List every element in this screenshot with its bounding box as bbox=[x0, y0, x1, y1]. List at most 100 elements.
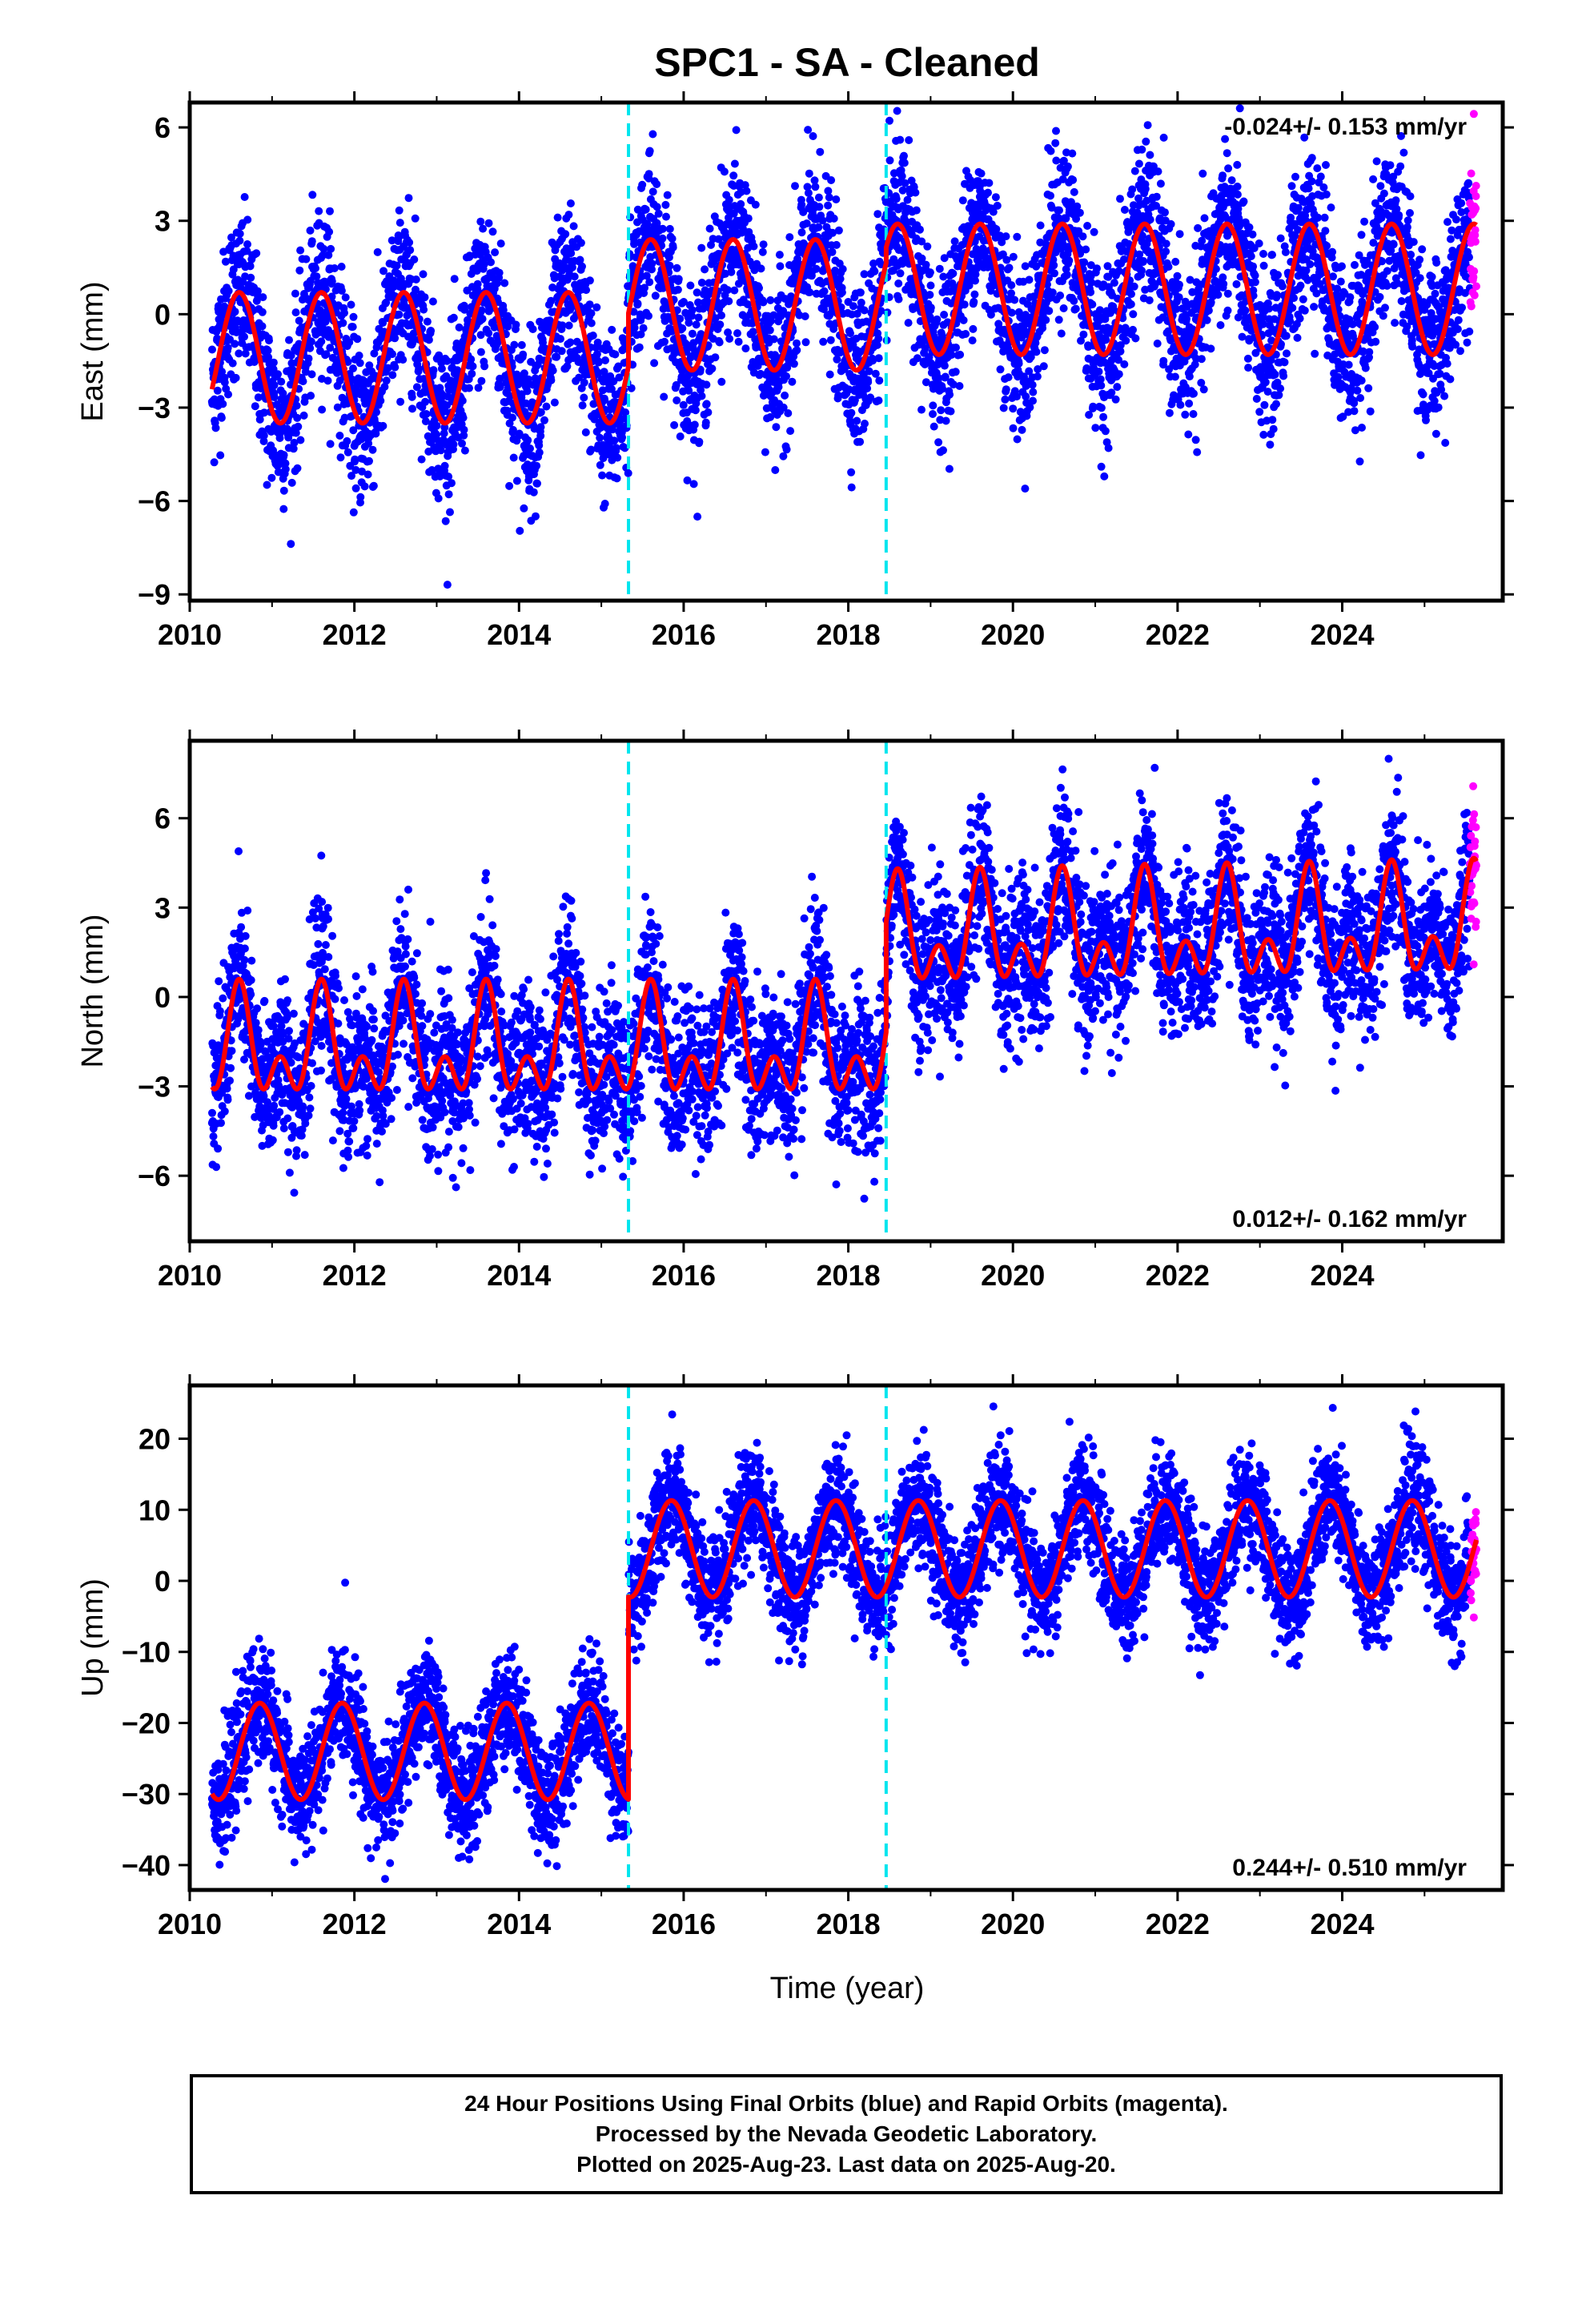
final-orbit-point bbox=[732, 126, 741, 135]
final-orbit-point bbox=[287, 352, 295, 360]
final-orbit-point bbox=[524, 375, 532, 384]
final-orbit-point bbox=[648, 265, 656, 274]
final-orbit-point bbox=[281, 459, 290, 468]
final-orbit-point bbox=[1233, 190, 1242, 199]
final-orbit-point bbox=[815, 203, 824, 211]
final-orbit-point bbox=[1114, 370, 1123, 379]
final-orbit-point bbox=[600, 396, 609, 404]
final-orbit-point bbox=[1164, 263, 1173, 271]
final-orbit-point bbox=[287, 478, 296, 487]
final-orbit-point bbox=[968, 336, 977, 345]
final-orbit-point bbox=[1238, 332, 1247, 341]
final-orbit-point bbox=[440, 461, 449, 470]
final-orbit-point bbox=[1223, 306, 1232, 315]
final-orbit-point bbox=[224, 287, 233, 296]
final-orbit-point bbox=[1116, 195, 1124, 203]
final-orbit-point bbox=[741, 344, 750, 353]
final-orbit-point bbox=[351, 484, 360, 493]
final-orbit-point bbox=[569, 222, 578, 231]
final-orbit-point bbox=[1190, 389, 1198, 398]
final-orbit-point bbox=[360, 482, 369, 491]
final-orbit-point bbox=[258, 308, 267, 316]
final-orbit-point bbox=[1327, 203, 1335, 212]
final-orbit-point bbox=[801, 312, 809, 320]
final-orbit-point bbox=[797, 200, 806, 209]
final-orbit-point bbox=[958, 196, 967, 205]
final-orbit-point bbox=[1052, 156, 1061, 165]
final-orbit-point bbox=[1307, 177, 1316, 186]
final-orbit-point bbox=[415, 364, 424, 373]
chart-title: SPC1 - SA - Cleaned bbox=[654, 40, 1040, 85]
final-orbit-point bbox=[291, 289, 299, 298]
final-orbit-point bbox=[337, 263, 346, 271]
final-orbit-point bbox=[949, 269, 958, 278]
final-orbit-point bbox=[274, 370, 282, 379]
final-orbit-point bbox=[697, 392, 706, 400]
final-orbit-point bbox=[394, 233, 403, 242]
final-orbit-point bbox=[633, 300, 642, 308]
final-orbit-point bbox=[1052, 127, 1060, 135]
final-orbit-point bbox=[434, 494, 443, 503]
final-orbit-point bbox=[1100, 472, 1109, 480]
final-orbit-point bbox=[275, 434, 284, 442]
final-orbit-point bbox=[1055, 206, 1063, 215]
final-orbit-point bbox=[291, 308, 300, 317]
final-orbit-point bbox=[929, 410, 937, 418]
final-orbit-point bbox=[969, 324, 978, 333]
final-orbit-point bbox=[608, 325, 616, 334]
final-orbit-point bbox=[333, 368, 341, 377]
final-orbit-point bbox=[860, 306, 869, 315]
final-orbit-point bbox=[782, 372, 790, 380]
final-orbit-point bbox=[307, 392, 315, 400]
final-orbit-point bbox=[665, 261, 674, 270]
final-orbit-point bbox=[1232, 279, 1241, 288]
final-orbit-point bbox=[432, 430, 441, 439]
final-orbit-point bbox=[946, 407, 955, 416]
final-orbit-point bbox=[587, 319, 596, 328]
final-orbit-point bbox=[711, 353, 720, 362]
final-orbit-point bbox=[611, 350, 620, 359]
final-orbit-point bbox=[1322, 161, 1330, 169]
final-orbit-point bbox=[818, 216, 827, 225]
final-orbit-point bbox=[1102, 336, 1110, 344]
final-orbit-point bbox=[529, 488, 538, 497]
final-orbit-point bbox=[327, 292, 336, 301]
final-orbit-point bbox=[473, 279, 482, 288]
final-orbit-point bbox=[243, 247, 251, 255]
final-orbit-point bbox=[873, 210, 882, 219]
final-orbit-point bbox=[219, 247, 228, 256]
final-orbit-point bbox=[279, 451, 288, 460]
final-orbit-point bbox=[1189, 410, 1198, 418]
final-orbit-point bbox=[1070, 187, 1078, 196]
final-orbit-point bbox=[620, 444, 629, 452]
final-orbit-point bbox=[460, 425, 468, 434]
final-orbit-point bbox=[448, 479, 456, 488]
final-orbit-point bbox=[1170, 372, 1179, 381]
final-orbit-point bbox=[243, 215, 252, 224]
final-orbit-point bbox=[588, 332, 597, 340]
final-orbit-point bbox=[1018, 425, 1026, 434]
final-orbit-point bbox=[296, 436, 305, 444]
final-orbit-point bbox=[1057, 329, 1066, 338]
final-orbit-point bbox=[231, 340, 239, 348]
final-orbit-point bbox=[791, 182, 799, 191]
final-orbit-point bbox=[644, 312, 652, 320]
final-orbit-point bbox=[421, 397, 430, 406]
final-orbit-point bbox=[284, 433, 293, 442]
final-orbit-point bbox=[535, 441, 544, 450]
final-orbit-point bbox=[349, 312, 358, 321]
final-orbit-point bbox=[210, 458, 219, 467]
final-orbit-point bbox=[1083, 222, 1092, 230]
final-orbit-point bbox=[1050, 261, 1058, 270]
final-orbit-point bbox=[1075, 208, 1084, 217]
final-orbit-point bbox=[834, 391, 843, 400]
final-orbit-point bbox=[363, 470, 372, 479]
final-orbit-point bbox=[874, 396, 883, 405]
final-orbit-point bbox=[279, 486, 288, 495]
final-orbit-point bbox=[243, 240, 251, 248]
final-orbit-point bbox=[1165, 408, 1174, 417]
final-orbit-point bbox=[369, 481, 378, 490]
final-orbit-point bbox=[218, 368, 227, 376]
final-orbit-point bbox=[896, 269, 905, 278]
